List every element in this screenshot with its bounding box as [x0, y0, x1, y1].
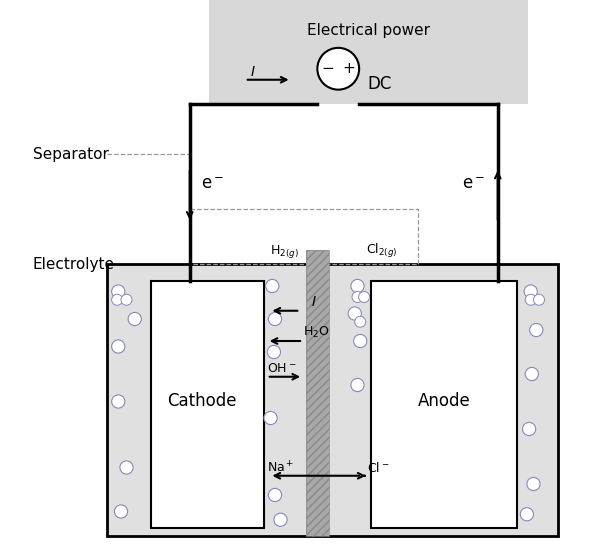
- Text: H$_{2(g)}$: H$_{2(g)}$: [270, 243, 298, 260]
- Text: Cathode: Cathode: [168, 393, 237, 410]
- Text: Cl$_{2(g)}$: Cl$_{2(g)}$: [366, 241, 397, 260]
- Circle shape: [352, 292, 363, 302]
- Bar: [151, 280, 264, 528]
- Circle shape: [112, 285, 125, 298]
- Circle shape: [264, 411, 277, 425]
- Circle shape: [525, 367, 538, 381]
- Circle shape: [112, 395, 125, 408]
- Text: Cl$^-$: Cl$^-$: [368, 460, 390, 475]
- Text: +: +: [342, 61, 355, 76]
- Circle shape: [520, 508, 533, 521]
- Circle shape: [317, 48, 359, 90]
- Circle shape: [115, 505, 128, 518]
- Circle shape: [112, 340, 125, 353]
- Circle shape: [121, 294, 132, 305]
- Text: OH$^-$: OH$^-$: [267, 362, 296, 375]
- Bar: [209, 0, 528, 104]
- Text: Separator: Separator: [33, 146, 109, 162]
- Bar: [306, 250, 329, 536]
- Circle shape: [527, 477, 540, 491]
- Text: Na$^+$: Na$^+$: [267, 460, 294, 475]
- Text: −: −: [321, 61, 334, 76]
- Text: Anode: Anode: [418, 393, 470, 410]
- Circle shape: [268, 312, 282, 326]
- Text: Electrolyte: Electrolyte: [33, 256, 115, 272]
- Bar: [306, 250, 329, 536]
- Circle shape: [359, 292, 369, 302]
- Text: H$_2$O: H$_2$O: [303, 325, 330, 340]
- Text: DC: DC: [367, 75, 391, 93]
- Bar: [108, 264, 558, 536]
- Text: Electrical power: Electrical power: [307, 23, 430, 38]
- Circle shape: [530, 323, 543, 337]
- Text: $I$: $I$: [311, 295, 317, 310]
- Circle shape: [266, 279, 279, 293]
- Circle shape: [525, 294, 536, 305]
- Text: $I$: $I$: [250, 64, 256, 79]
- Bar: [371, 280, 517, 528]
- Bar: [189, 209, 418, 264]
- Circle shape: [355, 316, 366, 327]
- Circle shape: [351, 378, 364, 392]
- Text: $\mathregular{e^-}$: $\mathregular{e^-}$: [462, 175, 485, 193]
- Circle shape: [120, 461, 133, 474]
- Text: $\mathregular{e^-}$: $\mathregular{e^-}$: [201, 175, 224, 193]
- Circle shape: [524, 285, 538, 298]
- Circle shape: [533, 294, 545, 305]
- Circle shape: [351, 279, 364, 293]
- Circle shape: [268, 488, 282, 502]
- Circle shape: [523, 422, 536, 436]
- Circle shape: [112, 294, 122, 305]
- Circle shape: [353, 334, 367, 348]
- Circle shape: [348, 307, 361, 320]
- Circle shape: [274, 513, 287, 526]
- Circle shape: [267, 345, 280, 359]
- Circle shape: [128, 312, 141, 326]
